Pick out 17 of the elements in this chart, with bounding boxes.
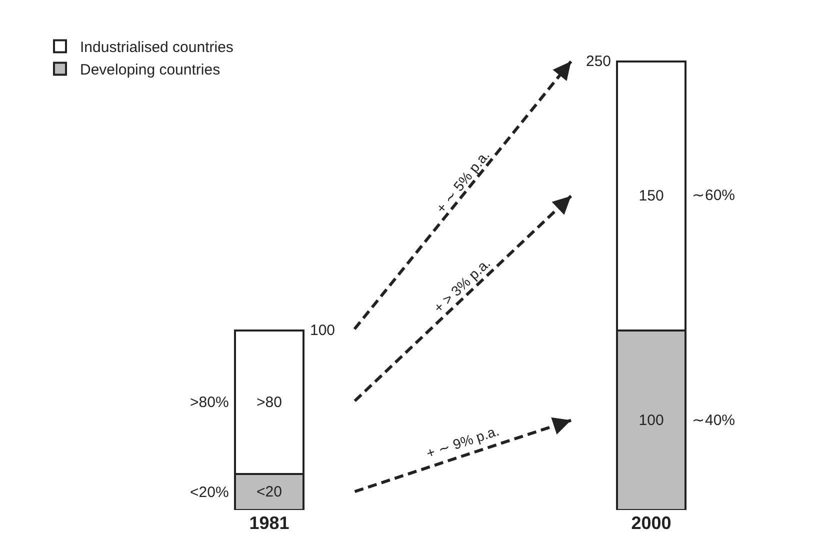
annotation: ∼40%	[692, 412, 736, 429]
x-tick-label: 2000	[631, 513, 672, 533]
annotation: + > 3% p.a.	[430, 254, 494, 316]
total-label: 100	[310, 322, 336, 339]
annotation: + ∼ 9% p.a.	[424, 422, 501, 462]
total-label: 250	[586, 53, 612, 70]
annotation: <20%	[190, 484, 229, 501]
annotation: >80%	[190, 394, 229, 411]
legend-label: Industrialised countries	[80, 39, 234, 56]
annotation: ∼60%	[692, 187, 736, 204]
data-label: 150	[638, 187, 664, 204]
x-tick-label: 1981	[249, 513, 290, 533]
annotation: + ∼ 5% p.a.	[432, 147, 492, 216]
data-label: >80	[256, 394, 282, 411]
legend-label: Developing countries	[80, 62, 220, 79]
data-label: <20	[256, 484, 282, 501]
data-label: 100	[638, 412, 664, 429]
